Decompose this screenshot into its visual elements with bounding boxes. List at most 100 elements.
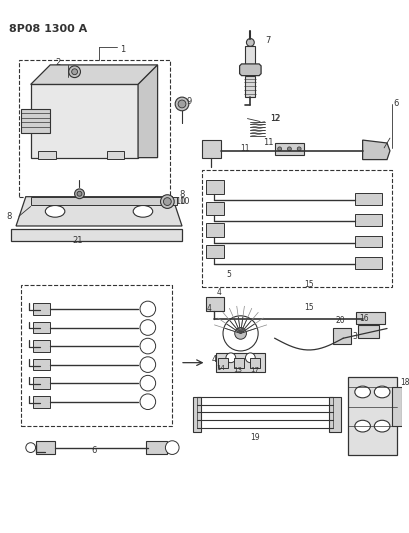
Ellipse shape xyxy=(140,394,155,409)
Text: 14: 14 xyxy=(216,365,225,370)
Ellipse shape xyxy=(69,66,80,78)
Bar xyxy=(206,245,223,258)
Text: 8: 8 xyxy=(179,190,184,199)
Text: 15: 15 xyxy=(303,280,313,289)
Bar xyxy=(206,180,223,194)
Text: 2: 2 xyxy=(55,59,60,68)
Bar xyxy=(206,201,223,215)
Bar xyxy=(146,441,167,455)
Ellipse shape xyxy=(45,206,65,217)
Ellipse shape xyxy=(133,206,152,217)
Polygon shape xyxy=(16,197,182,226)
Bar xyxy=(245,46,255,64)
Polygon shape xyxy=(362,140,389,159)
Ellipse shape xyxy=(297,147,300,151)
Bar xyxy=(21,285,172,426)
Polygon shape xyxy=(31,65,157,84)
Bar xyxy=(33,321,50,333)
Bar xyxy=(354,193,381,205)
Bar xyxy=(354,214,381,226)
Bar xyxy=(206,223,223,237)
Bar xyxy=(33,303,50,315)
Text: 4: 4 xyxy=(206,304,211,313)
Ellipse shape xyxy=(72,69,77,75)
Ellipse shape xyxy=(140,357,155,373)
Bar xyxy=(201,140,220,158)
Bar xyxy=(355,312,384,324)
Bar xyxy=(11,229,182,240)
Bar xyxy=(250,358,259,368)
Bar xyxy=(192,397,200,432)
Bar xyxy=(38,151,56,159)
Polygon shape xyxy=(239,64,261,76)
Ellipse shape xyxy=(245,353,255,362)
Bar xyxy=(245,76,255,97)
Text: 7: 7 xyxy=(264,36,270,45)
Bar xyxy=(33,340,50,352)
Bar xyxy=(33,396,50,408)
Text: 5: 5 xyxy=(225,270,230,279)
Bar xyxy=(347,377,396,455)
Text: 13: 13 xyxy=(232,367,241,373)
Text: 8: 8 xyxy=(6,212,11,221)
Bar xyxy=(357,325,378,338)
Ellipse shape xyxy=(234,327,246,339)
Bar xyxy=(33,359,50,370)
Text: 20: 20 xyxy=(335,316,344,325)
Ellipse shape xyxy=(26,443,36,453)
Ellipse shape xyxy=(354,420,369,432)
Text: 8P08 1300 A: 8P08 1300 A xyxy=(9,24,87,34)
Text: 15: 15 xyxy=(303,303,313,311)
Ellipse shape xyxy=(225,353,235,362)
Text: 19: 19 xyxy=(250,433,259,442)
Text: 9: 9 xyxy=(187,96,192,106)
Bar xyxy=(36,441,55,455)
Ellipse shape xyxy=(175,97,189,111)
Bar xyxy=(274,143,303,155)
Text: 21: 21 xyxy=(72,236,83,245)
Text: 17: 17 xyxy=(250,367,259,373)
Bar xyxy=(233,358,243,368)
Ellipse shape xyxy=(354,386,369,398)
Bar xyxy=(218,358,227,368)
Bar xyxy=(391,387,401,426)
Bar xyxy=(206,297,223,311)
Ellipse shape xyxy=(246,38,254,46)
Ellipse shape xyxy=(165,441,179,455)
Bar xyxy=(354,236,381,247)
Polygon shape xyxy=(138,65,157,158)
Text: 4: 4 xyxy=(211,355,216,364)
Ellipse shape xyxy=(140,320,155,335)
Ellipse shape xyxy=(140,338,155,354)
Bar xyxy=(333,328,350,344)
Ellipse shape xyxy=(277,147,281,151)
Bar xyxy=(354,257,381,269)
Ellipse shape xyxy=(373,386,389,398)
Bar xyxy=(19,60,170,197)
Text: 10: 10 xyxy=(175,197,185,206)
Bar xyxy=(328,397,340,432)
Text: 18: 18 xyxy=(399,378,408,387)
Ellipse shape xyxy=(140,301,155,317)
Text: 6: 6 xyxy=(393,100,398,108)
Bar xyxy=(21,109,50,133)
Bar xyxy=(33,377,50,389)
Ellipse shape xyxy=(140,375,155,391)
Bar xyxy=(201,171,391,287)
Text: 10: 10 xyxy=(179,197,189,206)
Text: 3: 3 xyxy=(352,332,357,341)
Ellipse shape xyxy=(222,316,258,351)
Bar xyxy=(216,353,264,373)
Bar xyxy=(31,84,138,158)
Text: 4: 4 xyxy=(216,288,220,297)
Ellipse shape xyxy=(178,100,185,108)
Bar xyxy=(107,151,124,159)
Text: 11: 11 xyxy=(240,144,249,154)
Ellipse shape xyxy=(74,189,84,199)
Ellipse shape xyxy=(163,198,171,206)
Ellipse shape xyxy=(373,420,389,432)
Ellipse shape xyxy=(287,147,291,151)
Text: 1: 1 xyxy=(120,45,126,54)
Ellipse shape xyxy=(77,191,82,196)
Text: 12: 12 xyxy=(269,114,280,123)
